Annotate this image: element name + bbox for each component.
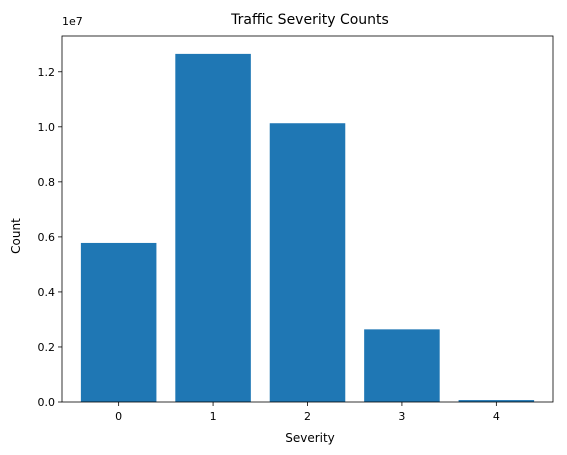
x-tick-label: 3 xyxy=(398,410,405,423)
bar-severity-4 xyxy=(458,400,535,402)
y-tick-label: 0.4 xyxy=(38,286,56,299)
x-tick-label: 1 xyxy=(210,410,217,423)
x-tick-label: 4 xyxy=(493,410,500,423)
plot-frame xyxy=(61,35,554,403)
x-tick-label: 0 xyxy=(115,410,122,423)
y-tick-label: 0.2 xyxy=(38,341,56,354)
y-axis-ticks: 0.0 0.2 0.4 0.6 0.8 1.0 1.2 xyxy=(38,66,62,409)
y-axis-label: Count xyxy=(9,218,23,254)
bar-severity-3 xyxy=(364,329,440,402)
bars-group xyxy=(80,53,535,403)
y-tick-label: 1.0 xyxy=(38,121,56,134)
y-tick-label: 0.8 xyxy=(38,176,56,189)
x-axis-ticks: 0 1 2 3 4 xyxy=(115,402,500,423)
y-tick-label: 0.6 xyxy=(38,231,56,244)
y-tick-label: 1.2 xyxy=(38,66,56,79)
y-tick-label: 0.0 xyxy=(38,396,56,409)
x-axis-label: Severity xyxy=(285,431,335,445)
bar-severity-0 xyxy=(80,242,157,402)
chart-title: Traffic Severity Counts xyxy=(230,12,389,28)
bar-severity-1 xyxy=(175,53,251,403)
y-scale-label: 1e7 xyxy=(62,15,83,28)
x-tick-label: 2 xyxy=(304,410,311,423)
bar-severity-2 xyxy=(269,123,346,402)
